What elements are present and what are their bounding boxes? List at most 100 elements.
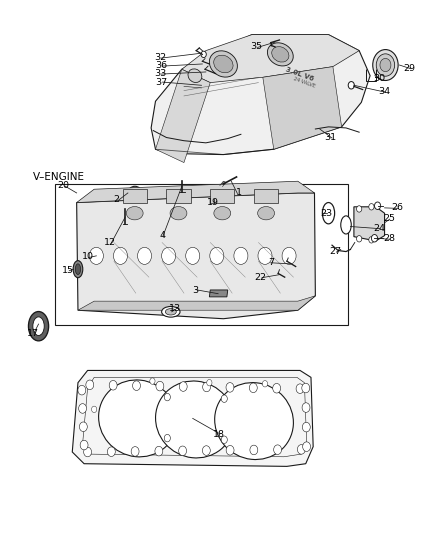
Ellipse shape — [209, 51, 237, 77]
Ellipse shape — [215, 383, 293, 459]
Circle shape — [274, 445, 282, 455]
Polygon shape — [155, 69, 210, 163]
Text: 18: 18 — [213, 430, 225, 439]
Text: 10: 10 — [81, 253, 94, 261]
Circle shape — [131, 447, 139, 456]
Circle shape — [150, 378, 155, 384]
Circle shape — [86, 380, 94, 390]
Text: 3: 3 — [192, 286, 198, 295]
Text: 26: 26 — [392, 204, 404, 212]
Circle shape — [357, 206, 362, 212]
Ellipse shape — [209, 195, 218, 204]
Text: 1: 1 — [236, 189, 242, 197]
Ellipse shape — [33, 317, 44, 336]
Polygon shape — [123, 189, 147, 203]
Text: 37: 37 — [155, 78, 167, 87]
Ellipse shape — [28, 311, 49, 341]
Polygon shape — [182, 35, 359, 83]
Circle shape — [357, 236, 362, 242]
Circle shape — [302, 422, 310, 432]
Polygon shape — [220, 181, 226, 187]
Circle shape — [133, 381, 141, 391]
Text: 12: 12 — [103, 238, 116, 247]
Polygon shape — [77, 193, 315, 319]
Ellipse shape — [126, 206, 143, 220]
Ellipse shape — [258, 206, 275, 220]
Polygon shape — [166, 189, 191, 203]
Circle shape — [250, 445, 258, 455]
Polygon shape — [72, 370, 313, 466]
Ellipse shape — [268, 43, 293, 66]
Text: 4: 4 — [159, 231, 165, 240]
Circle shape — [84, 447, 92, 457]
Circle shape — [282, 247, 296, 264]
Text: 20: 20 — [57, 181, 70, 190]
Ellipse shape — [128, 186, 142, 200]
Text: 3.0L V6: 3.0L V6 — [285, 67, 315, 83]
Circle shape — [297, 445, 305, 454]
Circle shape — [203, 382, 211, 392]
Circle shape — [348, 82, 354, 89]
Circle shape — [202, 446, 210, 455]
Circle shape — [113, 247, 127, 264]
Circle shape — [226, 446, 234, 455]
Ellipse shape — [214, 206, 231, 220]
Circle shape — [369, 237, 374, 243]
Circle shape — [92, 406, 97, 413]
Ellipse shape — [211, 197, 215, 201]
Polygon shape — [210, 189, 234, 203]
Text: 32: 32 — [154, 53, 166, 62]
Ellipse shape — [214, 55, 233, 73]
Circle shape — [296, 384, 304, 393]
Text: 28: 28 — [383, 235, 395, 243]
Text: 33: 33 — [154, 69, 166, 78]
Ellipse shape — [162, 306, 180, 317]
Ellipse shape — [322, 203, 335, 224]
Circle shape — [109, 381, 117, 390]
Text: 30: 30 — [373, 75, 385, 83]
Circle shape — [89, 247, 103, 264]
Circle shape — [221, 436, 227, 443]
Text: 31: 31 — [325, 133, 337, 142]
Ellipse shape — [272, 47, 289, 62]
Circle shape — [210, 247, 224, 264]
Text: 34: 34 — [378, 87, 391, 96]
Ellipse shape — [99, 380, 177, 457]
Circle shape — [164, 393, 170, 401]
Text: 24: 24 — [373, 224, 385, 232]
Polygon shape — [209, 290, 228, 297]
Text: 35: 35 — [250, 43, 262, 51]
Text: 25: 25 — [383, 214, 395, 223]
Polygon shape — [151, 35, 370, 155]
Circle shape — [374, 202, 381, 209]
Text: 13: 13 — [169, 304, 181, 312]
Ellipse shape — [376, 54, 395, 76]
Circle shape — [79, 422, 87, 432]
Circle shape — [371, 235, 378, 242]
Text: V–ENGINE: V–ENGINE — [33, 172, 85, 182]
Circle shape — [201, 51, 206, 58]
Ellipse shape — [155, 381, 234, 458]
Text: 17: 17 — [27, 329, 39, 337]
Ellipse shape — [75, 264, 81, 274]
Ellipse shape — [131, 189, 139, 197]
Text: 19: 19 — [206, 198, 219, 207]
Ellipse shape — [166, 309, 176, 315]
Circle shape — [164, 434, 170, 442]
Circle shape — [107, 447, 115, 456]
Text: 23: 23 — [320, 209, 332, 217]
Text: 27: 27 — [329, 247, 341, 256]
Circle shape — [156, 381, 164, 391]
Circle shape — [138, 247, 152, 264]
Circle shape — [207, 379, 212, 386]
Circle shape — [155, 446, 163, 456]
Circle shape — [80, 440, 88, 450]
Circle shape — [162, 247, 176, 264]
Circle shape — [78, 385, 86, 395]
Ellipse shape — [170, 206, 187, 220]
Ellipse shape — [188, 69, 202, 83]
Circle shape — [179, 446, 187, 456]
Text: 29: 29 — [403, 64, 416, 72]
Ellipse shape — [380, 58, 391, 72]
Text: 2: 2 — [113, 196, 119, 204]
